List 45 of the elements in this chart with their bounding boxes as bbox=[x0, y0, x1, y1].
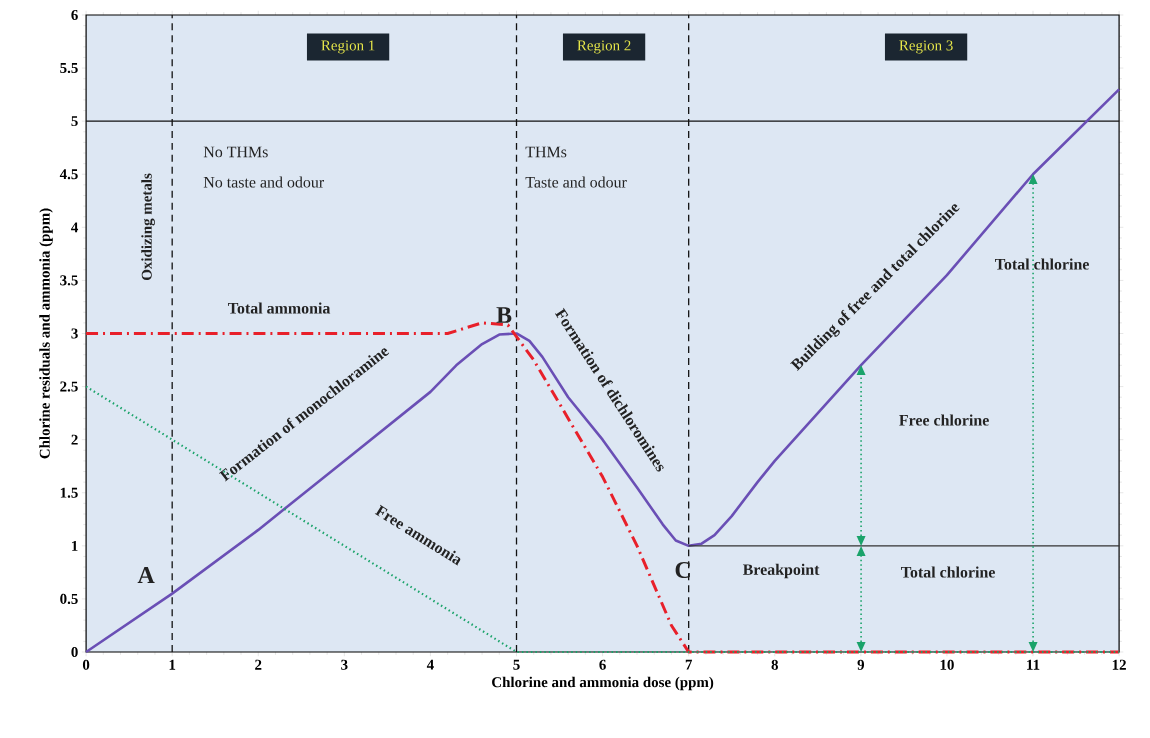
y-tick-label: 0.5 bbox=[60, 593, 78, 604]
y-tick-label: 3.5 bbox=[60, 275, 78, 286]
annotation: Free chlorine bbox=[899, 414, 989, 426]
y-tick-label: 6 bbox=[71, 9, 78, 21]
line-series bbox=[84, 88, 1121, 654]
y-tick-label: 2.5 bbox=[60, 381, 78, 392]
x-tick-label: 12 bbox=[1112, 659, 1126, 670]
annotation: B bbox=[496, 307, 512, 323]
y-axis-title: Chlorine residuals and ammonia (ppm) bbox=[39, 208, 53, 459]
x-tick-label: 11 bbox=[1027, 659, 1040, 670]
annotation: C bbox=[675, 561, 690, 579]
annotation: Region 2 bbox=[577, 40, 631, 54]
y-tick-label: 1.5 bbox=[60, 487, 78, 498]
y-tick-label: 4.5 bbox=[59, 169, 78, 180]
annotation: Taste and odour bbox=[525, 176, 627, 188]
annotation: Total chlorine bbox=[995, 258, 1089, 270]
annotation: No taste and odour bbox=[203, 176, 325, 188]
y-tick-label: 1 bbox=[72, 540, 78, 551]
y-tick-label: 5.5 bbox=[60, 63, 78, 74]
x-tick-label: 1 bbox=[169, 659, 176, 670]
annotation: Region 1 bbox=[321, 40, 375, 54]
y-tick-label: 2 bbox=[71, 434, 78, 445]
x-tick-label: 8 bbox=[771, 659, 778, 670]
x-tick-label: 5 bbox=[513, 659, 520, 670]
x-axis-title: Chlorine and ammonia dose (ppm) bbox=[492, 676, 714, 691]
annotation: A bbox=[137, 567, 155, 583]
y-tick-label: 0 bbox=[71, 646, 78, 658]
x-tick-label: 2 bbox=[255, 659, 262, 670]
annotation: No THMs bbox=[203, 146, 268, 158]
x-tick-label: 9 bbox=[857, 659, 865, 670]
annotation: Breakpoint bbox=[742, 563, 820, 579]
annotation: Oxidizing metals bbox=[141, 173, 155, 281]
annotation: Region 3 bbox=[899, 40, 953, 54]
x-tick-label: 4 bbox=[426, 659, 434, 670]
x-tick-label: 3 bbox=[341, 659, 348, 670]
annotation: Total chlorine bbox=[901, 566, 995, 578]
y-tick-label: 4 bbox=[71, 222, 79, 233]
y-tick-label: 3 bbox=[71, 328, 78, 339]
x-tick-label: 6 bbox=[599, 659, 606, 670]
annotation: THMs bbox=[525, 146, 567, 158]
annotation: Total ammonia bbox=[228, 302, 331, 314]
x-tick-label: 10 bbox=[940, 659, 954, 670]
x-tick-label: 7 bbox=[685, 659, 693, 670]
y-tick-label: 5 bbox=[71, 116, 78, 127]
x-tick-label: 0 bbox=[82, 659, 90, 670]
